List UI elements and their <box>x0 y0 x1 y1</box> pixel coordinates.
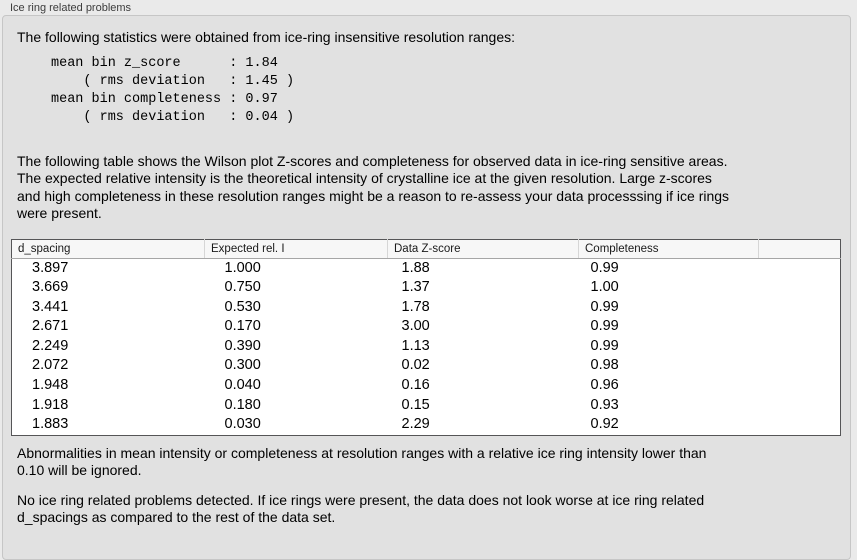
table-row[interactable]: 1.883 0.030 2.29 0.92 <box>12 415 841 435</box>
table-cell: 0.530 <box>224 298 261 315</box>
table-cell <box>759 376 841 396</box>
table-row[interactable]: 2.671 0.170 3.00 0.99 <box>12 317 841 337</box>
table-cell: 1.00 <box>590 279 619 296</box>
table-cell: 0.170 <box>224 318 261 335</box>
table-cell <box>759 258 841 278</box>
table-cell: 1.000 <box>224 259 261 276</box>
table-cell: 1.88 <box>401 259 430 276</box>
table-cell: 0.030 <box>224 416 261 433</box>
table-cell: 0.93 <box>590 396 619 413</box>
table-cell: 0.98 <box>590 357 619 374</box>
ice-ring-table[interactable]: d_spacing Expected rel. I Data Z-score Comp… <box>11 238 841 436</box>
table-cell <box>759 337 841 357</box>
table-cell: 0.180 <box>224 396 261 413</box>
table-cell: 0.750 <box>224 279 261 296</box>
table-row[interactable]: 3.669 0.750 1.37 1.00 <box>12 278 841 298</box>
table-cell: 2.29 <box>401 416 430 433</box>
table-cell: 3.669 <box>32 279 69 296</box>
table-row[interactable]: 3.897 1.000 1.88 0.99 <box>12 258 841 278</box>
table-cell: 1.948 <box>32 377 69 394</box>
table-header: d_spacing Expected rel. I Data Z-score Comp… <box>11 239 841 259</box>
table-cell <box>759 356 841 376</box>
table-cell: 0.300 <box>224 357 261 374</box>
table-cell: 1.883 <box>32 416 69 433</box>
table-cell: 0.99 <box>590 298 619 315</box>
table-row[interactable]: 1.918 0.180 0.15 0.93 <box>12 396 841 416</box>
table-cell: 0.040 <box>224 377 261 394</box>
table-cell: 2.249 <box>32 337 69 354</box>
table-cell: 1.78 <box>401 298 430 315</box>
table-cell: 0.02 <box>401 357 430 374</box>
statistics-values-block: mean bin z_score : 1.84 ( rms deviation … <box>51 55 295 125</box>
table-cell: 3.441 <box>32 298 69 315</box>
table-row[interactable]: 3.441 0.530 1.78 0.99 <box>12 298 841 318</box>
table-row[interactable]: 2.249 0.390 1.13 0.99 <box>12 337 841 357</box>
table-cell <box>759 298 841 318</box>
table-cell: 0.15 <box>401 396 430 413</box>
table-cell: 3.00 <box>401 318 430 335</box>
column-header-data-z-score[interactable]: Data Z-score <box>387 239 579 259</box>
table-cell: 0.99 <box>590 337 619 354</box>
table-body: 3.897 1.000 1.88 0.99 3.669 0.750 1.37 1.00 3.44… <box>12 258 841 435</box>
table-cell: 0.96 <box>590 377 619 394</box>
group-box: The following statistics were obtained f… <box>2 15 851 560</box>
table-cell: 0.99 <box>590 259 619 276</box>
table-cell: 1.37 <box>401 279 430 296</box>
ignore-threshold-note: Abnormalities in mean intensity or compl… <box>17 444 707 479</box>
table-cell: 0.99 <box>590 318 619 335</box>
column-header-empty[interactable] <box>758 239 841 259</box>
table-cell: 0.16 <box>401 377 430 394</box>
table-cell: 0.390 <box>224 337 261 354</box>
conclusion-text: No ice ring related problems detected. I… <box>17 491 705 526</box>
statistics-intro-text: The following statistics were obtained f… <box>17 29 516 45</box>
table-cell: 0.92 <box>590 416 619 433</box>
column-header-completeness[interactable]: Completeness <box>578 239 759 259</box>
table-cell: 1.918 <box>32 396 69 413</box>
column-header-d-spacing[interactable]: d_spacing <box>11 239 205 259</box>
table-cell <box>759 396 841 416</box>
table-row[interactable]: 2.072 0.300 0.02 0.98 <box>12 356 841 376</box>
table-intro-text: The following table shows the Wilson plo… <box>17 152 730 222</box>
group-box-title: Ice ring related problems <box>10 2 132 14</box>
column-header-expected-rel-i[interactable]: Expected rel. I <box>204 239 388 259</box>
table-cell <box>759 317 841 337</box>
table-cell: 2.671 <box>32 318 69 335</box>
table-header-row: d_spacing Expected rel. I Data Z-score Comp… <box>11 239 841 259</box>
table-cell: 2.072 <box>32 357 69 374</box>
table-cell: 1.13 <box>401 337 430 354</box>
table-cell <box>759 415 841 435</box>
table-cell <box>759 278 841 298</box>
table-cell: 3.897 <box>32 259 69 276</box>
table-row[interactable]: 1.948 0.040 0.16 0.96 <box>12 376 841 396</box>
